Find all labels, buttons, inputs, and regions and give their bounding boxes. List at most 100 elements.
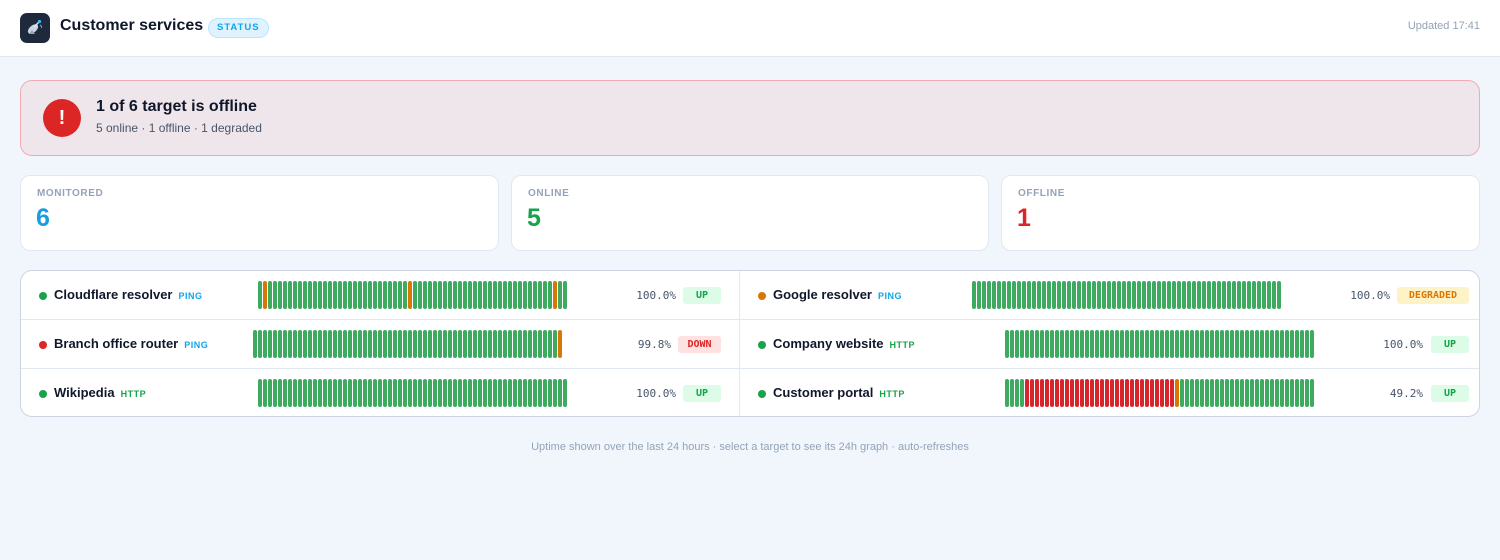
uptime-bar (1115, 379, 1119, 407)
target-row-branch-office-router[interactable]: Branch office router PING 99.8% DOWN (21, 320, 740, 369)
uptime-bar (358, 330, 362, 358)
uptime-bar (1130, 330, 1134, 358)
uptime-bar (1160, 379, 1164, 407)
uptime-percent: 100.0% (636, 387, 676, 400)
uptime-bar (293, 379, 297, 407)
row-divider (21, 368, 1479, 369)
uptime-bar (1010, 379, 1014, 407)
uptime-bar (353, 379, 357, 407)
uptime-bar (1195, 330, 1199, 358)
uptime-bar (1237, 281, 1241, 309)
uptime-bar (258, 379, 262, 407)
target-row-google-resolver[interactable]: Google resolver PING 100.0% DEGRADED (740, 271, 1469, 320)
uptime-bar (523, 330, 527, 358)
uptime-bar (313, 330, 317, 358)
uptime-bar (453, 281, 457, 309)
uptime-bar (1260, 330, 1264, 358)
uptime-bar (1055, 330, 1059, 358)
target-row-wikipedia[interactable]: Wikipedia HTTP 100.0% UP (21, 369, 740, 416)
uptime-bar (1257, 281, 1261, 309)
uptime-bar (273, 281, 277, 309)
uptime-bar (493, 330, 497, 358)
uptime-bar (1197, 281, 1201, 309)
target-row-company-website[interactable]: Company website HTTP 100.0% UP (740, 320, 1469, 369)
uptime-bar (543, 379, 547, 407)
uptime-bar (518, 281, 522, 309)
status-dot (39, 292, 47, 300)
uptime-bar (1220, 379, 1224, 407)
uptime-bar (1050, 330, 1054, 358)
uptime-bar (283, 330, 287, 358)
uptime-bar (373, 281, 377, 309)
uptime-bar (418, 330, 422, 358)
uptime-bar (1082, 281, 1086, 309)
uptime-bar (508, 379, 512, 407)
uptime-bar (443, 330, 447, 358)
uptime-bar (1042, 281, 1046, 309)
uptime-bar (1120, 330, 1124, 358)
protocol-tag: PING (877, 291, 902, 301)
uptime-bar (253, 330, 257, 358)
uptime-bar (1267, 281, 1271, 309)
uptime-bar (293, 281, 297, 309)
uptime-bar (987, 281, 991, 309)
uptime-bar (493, 281, 497, 309)
state-badge: UP (1431, 336, 1469, 353)
uptime-bar (508, 281, 512, 309)
uptime-bar (548, 330, 552, 358)
uptime-bar (493, 379, 497, 407)
uptime-bar (333, 281, 337, 309)
uptime-bar (1102, 281, 1106, 309)
row-divider (21, 319, 1479, 320)
uptime-bar (1027, 281, 1031, 309)
uptime-bar (558, 330, 562, 358)
uptime-bar (1250, 330, 1254, 358)
uptime-bar (423, 379, 427, 407)
uptime-bar (1185, 330, 1189, 358)
uptime-bar (1170, 330, 1174, 358)
uptime-bar (1092, 281, 1096, 309)
target-row-customer-portal[interactable]: Customer portal HTTP 49.2% UP (740, 369, 1469, 416)
uptime-bar (1040, 330, 1044, 358)
uptime-bar (298, 330, 302, 358)
uptime-bar (1195, 379, 1199, 407)
uptime-bar (1122, 281, 1126, 309)
uptime-bar (448, 281, 452, 309)
uptime-percent: 49.2% (1389, 387, 1423, 400)
uptime-bar (1030, 379, 1034, 407)
uptime-bar (283, 281, 287, 309)
uptime-bar (433, 281, 437, 309)
uptime-bar (1075, 330, 1079, 358)
uptime-bar (1285, 379, 1289, 407)
uptime-bar (1180, 379, 1184, 407)
uptime-bar (1005, 379, 1009, 407)
protocol-tag: PING (184, 340, 209, 350)
uptime-bar (503, 379, 507, 407)
state-badge: DEGRADED (1397, 287, 1469, 304)
uptime-bar (1095, 379, 1099, 407)
uptime-bar (393, 330, 397, 358)
uptime-bar (1240, 330, 1244, 358)
uptime-bar (1005, 330, 1009, 358)
uptime-bar (1165, 379, 1169, 407)
uptime-bar (333, 330, 337, 358)
uptime-bar (1155, 330, 1159, 358)
column-divider (739, 271, 740, 416)
uptime-bar (298, 379, 302, 407)
status-dot (39, 341, 47, 349)
target-row-cloudflare-resolver[interactable]: Cloudflare resolver PING 100.0% UP (21, 271, 740, 320)
uptime-bar (1245, 330, 1249, 358)
alert-title: 1 of 6 target is offline (96, 98, 257, 115)
uptime-bar (1115, 330, 1119, 358)
uptime-bar (1295, 330, 1299, 358)
uptime-bar (1265, 330, 1269, 358)
uptime-bar (528, 330, 532, 358)
uptime-bar (982, 281, 986, 309)
uptime-bar (1252, 281, 1256, 309)
stat-card-monitored: MONITORED 6 (20, 175, 499, 251)
uptime-bar (1170, 379, 1174, 407)
alert-exclamation-icon: ! (43, 99, 81, 137)
uptime-bar (997, 281, 1001, 309)
uptime-bar (1002, 281, 1006, 309)
uptime-bar (1230, 379, 1234, 407)
